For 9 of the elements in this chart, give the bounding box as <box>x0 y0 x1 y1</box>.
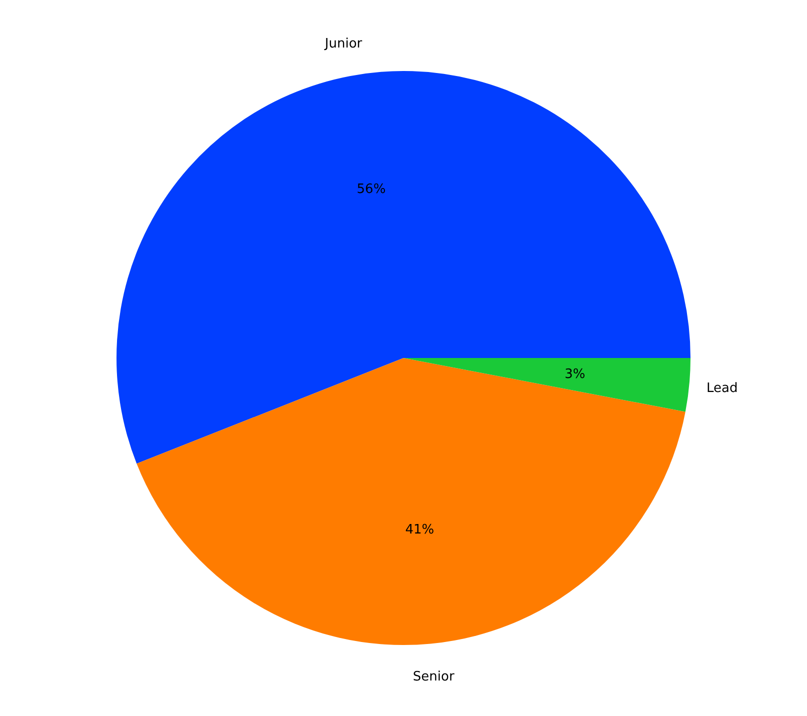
data-label: 56% <box>356 182 386 197</box>
slice-label: Lead <box>706 381 738 396</box>
pie-slice <box>116 72 690 464</box>
data-label: 41% <box>405 522 434 538</box>
pie-slice <box>136 358 686 645</box>
slice-label: Junior <box>324 36 363 52</box>
pie-slice <box>404 358 690 412</box>
slice-label: Senior <box>412 670 455 685</box>
data-label: 3% <box>564 367 586 382</box>
